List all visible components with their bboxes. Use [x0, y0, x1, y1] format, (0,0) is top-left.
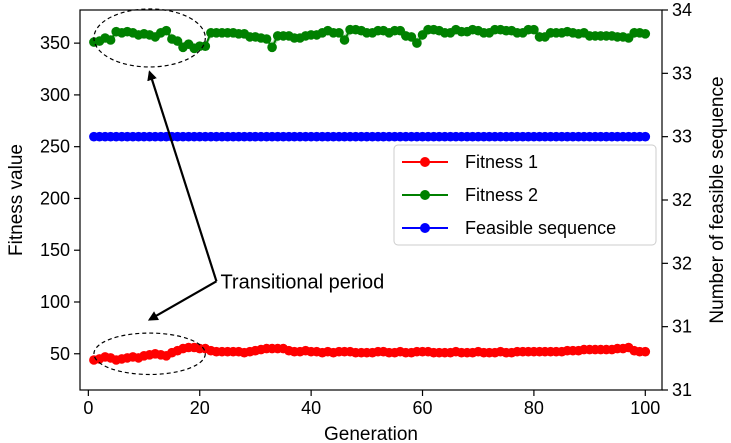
x-tick-label: 0: [83, 398, 93, 418]
point-fitness-2: [334, 28, 344, 38]
x-tick-label: 60: [413, 398, 433, 418]
x-tick-label: 100: [630, 398, 660, 418]
annotation: Transitional period: [93, 8, 384, 376]
point-fitness-2: [172, 36, 183, 46]
legend-marker-fitness-1: [420, 157, 430, 167]
point-fitness-2: [261, 34, 272, 44]
legend-label-fitness-2: Fitness 2: [465, 185, 538, 205]
x-axis-title: Generation: [324, 424, 418, 443]
annotation-ellipse: [93, 8, 206, 68]
legend: Fitness 1 Fitness 2 Feasible sequence: [393, 144, 657, 246]
point-fitness-2: [529, 24, 539, 35]
y-left-tick-label: 50: [50, 344, 70, 364]
y-left-tick-label: 100: [40, 292, 70, 312]
legend-label-feasible-sequence: Feasible sequence: [465, 218, 616, 238]
legend-marker-feasible-sequence: [420, 223, 430, 233]
point-fitness-2: [640, 29, 651, 39]
plot-area: [89, 24, 651, 365]
y-right-tick-label: 32: [672, 253, 692, 273]
y-left-tick-label: 200: [40, 188, 70, 208]
point-fitness-2: [406, 32, 417, 42]
y-axis-left: 50 100 150 200 250 300 350: [40, 33, 80, 364]
annotation-label: Transitional period: [220, 271, 384, 293]
legend-marker-fitness-2: [420, 190, 430, 200]
point-fitness-2: [161, 25, 172, 36]
y-right-tick-label: 31: [672, 317, 692, 337]
point-fitness-2: [412, 38, 422, 48]
point-fitness-2: [339, 35, 350, 45]
legend-entry-fitness-2: Fitness 2: [402, 185, 538, 205]
y-right-tick-label: 33: [672, 127, 692, 147]
legend-box: [393, 144, 657, 246]
point-feasible-sequence: [640, 131, 651, 142]
point-fitness-1: [640, 346, 651, 357]
x-axis: 0 20 40 60 80 100: [83, 390, 660, 418]
legend-entry-fitness-1: Fitness 1: [402, 152, 538, 172]
point-fitness-2: [105, 35, 116, 45]
y-axis-right: 31 31 32 32 33 33 34: [662, 0, 692, 400]
y-right-tick-label: 33: [672, 63, 692, 83]
x-tick-label: 20: [190, 398, 210, 418]
legend-label-fitness-1: Fitness 1: [465, 152, 538, 172]
annotation-arrow: [147, 70, 218, 282]
annotation-ellipse: [93, 332, 206, 376]
annotation-arrow: [147, 280, 217, 321]
y-axis-right-title: Number of feasible sequence: [707, 76, 728, 323]
y-right-tick-label: 31: [672, 380, 692, 400]
point-fitness-2: [267, 42, 277, 53]
point-fitness-2: [200, 41, 211, 51]
x-tick-label: 40: [301, 398, 321, 418]
y-left-tick-label: 150: [40, 240, 70, 260]
y-left-tick-label: 250: [40, 137, 70, 157]
y-right-tick-label: 34: [672, 0, 692, 20]
y-axis-left-title: Fitness value: [6, 144, 27, 256]
x-tick-label: 80: [524, 398, 544, 418]
legend-entry-feasible-sequence: Feasible sequence: [402, 218, 616, 238]
y-left-tick-label: 300: [40, 85, 70, 105]
y-left-tick-label: 350: [40, 33, 70, 53]
y-right-tick-label: 32: [672, 190, 692, 210]
